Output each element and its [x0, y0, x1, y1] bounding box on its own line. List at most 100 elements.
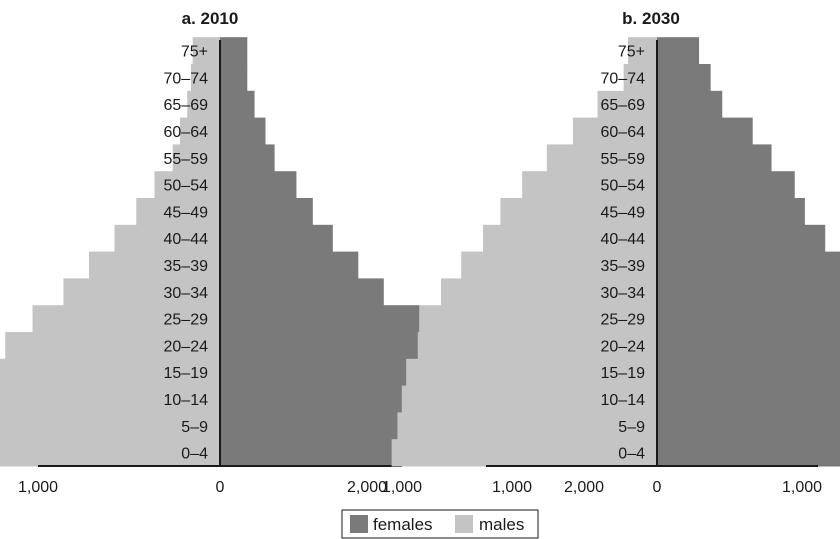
age-label-25–29: 25–29 — [601, 312, 646, 329]
bar-males-40–44 — [483, 224, 657, 253]
age-label-70–74: 70–74 — [601, 70, 646, 87]
bars-2010 — [0, 37, 537, 467]
age-label-30–34: 30–34 — [601, 285, 646, 302]
bar-females-20–24 — [657, 332, 840, 360]
bar-males-40–44 — [114, 224, 220, 253]
age-label-45–49: 45–49 — [601, 204, 646, 221]
bar-females-40–44 — [220, 224, 333, 253]
age-label-25–29: 25–29 — [164, 312, 209, 329]
bar-females-25–29 — [657, 305, 840, 333]
x-tick-label-2000: 2,000 — [564, 479, 604, 496]
legend-swatch-females — [350, 515, 368, 533]
bar-males-5–9 — [0, 412, 220, 440]
bar-males-65–69 — [187, 90, 220, 119]
age-label-20–24: 20–24 — [164, 338, 209, 355]
bar-females-35–39 — [220, 251, 359, 279]
bar-males-25–29 — [419, 305, 657, 333]
bar-females-45–49 — [657, 198, 805, 226]
bar-males-70–74 — [623, 64, 657, 92]
age-label-75+: 75+ — [181, 44, 208, 61]
bar-females-35–39 — [657, 251, 840, 279]
age-label-65–69: 65–69 — [164, 97, 209, 114]
bar-females-50–54 — [220, 171, 297, 199]
bar-males-75+ — [628, 37, 657, 65]
bar-females-15–19 — [657, 358, 840, 387]
bar-females-75+ — [657, 37, 700, 65]
x-tick-label--1000: 1,000 — [18, 479, 58, 496]
bar-females-75+ — [220, 37, 248, 65]
age-label-45–49: 45–49 — [164, 204, 209, 221]
bar-females-20–24 — [220, 332, 443, 360]
panel-title-2010: a. 2010 — [182, 9, 239, 28]
age-label-70–74: 70–74 — [164, 70, 209, 87]
bar-females-50–54 — [657, 171, 795, 199]
age-label-50–54: 50–54 — [601, 178, 646, 195]
bar-females-40–44 — [657, 224, 826, 253]
bar-females-10–14 — [657, 385, 840, 413]
bar-females-45–49 — [220, 198, 313, 226]
panel-title-2030: b. 2030 — [622, 9, 680, 28]
age-label-10–14: 10–14 — [164, 392, 209, 409]
age-label-65–69: 65–69 — [601, 97, 646, 114]
x-tick-label-1000: 1,000 — [782, 479, 822, 496]
bar-males-45–49 — [500, 198, 657, 226]
bar-males-20–24 — [417, 332, 657, 360]
bar-males-65–69 — [597, 90, 657, 119]
age-label-40–44: 40–44 — [164, 231, 209, 248]
bar-males-60–64 — [179, 117, 220, 145]
bar-males-50–54 — [522, 171, 657, 199]
bar-males-75+ — [192, 37, 220, 65]
x-tick-label-0: 0 — [653, 479, 662, 496]
bar-males-50–54 — [154, 171, 220, 199]
bar-males-45–49 — [136, 198, 220, 226]
bar-males-15–19 — [0, 358, 220, 387]
age-label-40–44: 40–44 — [601, 231, 646, 248]
bar-females-55–59 — [657, 144, 772, 172]
age-label-30–34: 30–34 — [164, 285, 209, 302]
bar-males-55–59 — [172, 144, 220, 172]
bar-males-70–74 — [190, 64, 220, 92]
age-label-0–4: 0–4 — [181, 446, 208, 463]
age-label-55–59: 55–59 — [164, 151, 209, 168]
bars-2030 — [391, 37, 840, 467]
age-label-50–54: 50–54 — [164, 178, 209, 195]
age-label-20–24: 20–24 — [601, 338, 646, 355]
bar-females-55–59 — [220, 144, 275, 172]
bar-males-10–14 — [0, 385, 220, 413]
pyramid-panel-2030: b. 2030 0–4 5–9 10–14 15–19 20–24 25–29 30–34 3… — [347, 9, 840, 496]
age-labels-2010: 0–4 5–9 10–14 15–19 20–24 25–29 30–34 35–39 40–4… — [164, 44, 209, 463]
bar-males-60–64 — [572, 117, 657, 145]
bar-males-10–14 — [401, 385, 657, 413]
age-label-0–4: 0–4 — [618, 446, 645, 463]
bar-males-20–24 — [5, 332, 220, 360]
bar-females-65–69 — [657, 90, 723, 119]
age-label-55–59: 55–59 — [601, 151, 646, 168]
bar-females-60–64 — [220, 117, 266, 145]
bar-males-15–19 — [406, 358, 657, 387]
age-label-60–64: 60–64 — [601, 124, 646, 141]
x-tick-label-0: 0 — [216, 479, 225, 496]
bar-females-70–74 — [657, 64, 711, 92]
bar-females-65–69 — [220, 90, 255, 119]
bar-males-5–9 — [397, 412, 657, 440]
bar-females-0–4 — [657, 439, 840, 467]
bar-females-25–29 — [220, 305, 421, 333]
age-label-5–9: 5–9 — [618, 419, 645, 436]
legend-label-females: females — [373, 515, 433, 534]
bar-males-0–4 — [391, 439, 657, 467]
pyramid-panel-2010: a. 2010 0–4 5–9 10–14 15–19 20–24 25–29 30–34 3… — [0, 9, 604, 496]
x-tick-label--1000: 1,000 — [492, 479, 532, 496]
age-label-15–19: 15–19 — [164, 365, 209, 382]
age-label-60–64: 60–64 — [164, 124, 209, 141]
x-tick-label-1000: 1,000 — [382, 479, 422, 496]
bar-females-30–34 — [220, 278, 384, 306]
x-tick-label--2000: 2,000 — [347, 479, 387, 496]
age-label-75+: 75+ — [618, 44, 645, 61]
age-label-35–39: 35–39 — [601, 258, 646, 275]
age-label-5–9: 5–9 — [181, 419, 208, 436]
bar-males-0–4 — [0, 439, 220, 467]
age-label-10–14: 10–14 — [601, 392, 646, 409]
